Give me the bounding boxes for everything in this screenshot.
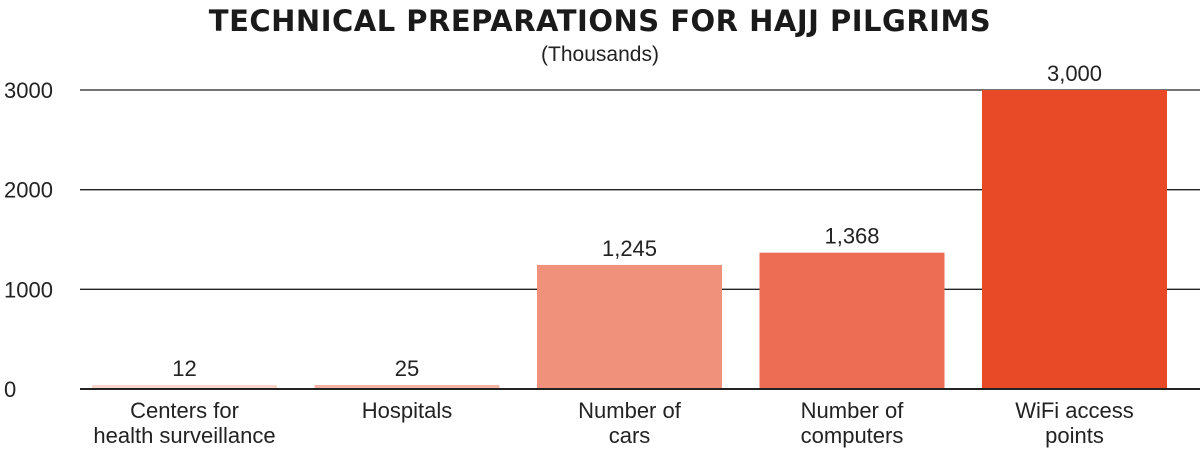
bar <box>537 264 722 389</box>
x-tick-label: points <box>1045 423 1104 448</box>
x-tick-label: Number of <box>801 398 905 423</box>
x-tick-label: health surveillance <box>93 423 275 448</box>
x-tick-label: WiFi access <box>1015 398 1134 423</box>
chart-title: TECHNICAL PREPARATIONS FOR HAJJ PILGRIMS <box>208 4 992 38</box>
data-label: 25 <box>395 356 419 381</box>
x-tick-label: computers <box>801 423 904 448</box>
data-label: 12 <box>172 356 196 381</box>
y-tick-label: 1000 <box>4 277 53 302</box>
bar <box>92 385 277 389</box>
y-tick-label: 0 <box>4 377 16 402</box>
bar <box>759 252 945 389</box>
bar <box>982 90 1167 389</box>
data-label: 1,368 <box>824 224 879 249</box>
x-tick-label: Hospitals <box>362 398 452 423</box>
y-tick-label: 2000 <box>4 178 53 203</box>
x-tick-label: cars <box>609 423 651 448</box>
x-tick-label: Number of <box>578 398 682 423</box>
chart-subtitle: (Thousands) <box>541 43 659 66</box>
x-tick-label: Centers for <box>130 398 239 423</box>
data-label: 3,000 <box>1047 61 1102 86</box>
bar <box>314 385 500 389</box>
data-label: 1,245 <box>602 236 657 261</box>
y-tick-label: 3000 <box>4 78 53 103</box>
